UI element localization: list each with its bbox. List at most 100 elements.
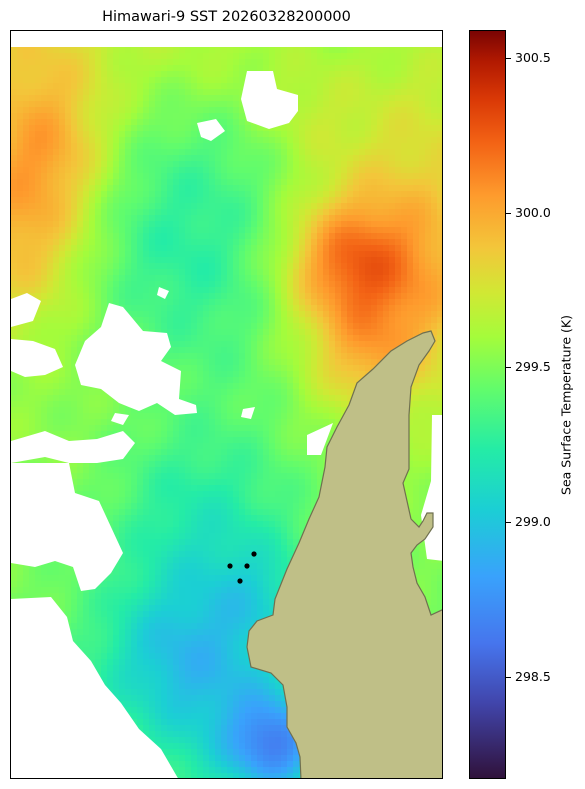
sst-cell [275, 419, 282, 426]
sst-cell [365, 329, 372, 336]
sst-cell [167, 323, 174, 330]
sst-cell [167, 209, 174, 216]
sst-cell [383, 233, 390, 240]
sst-cell [125, 293, 132, 300]
sst-cell [365, 299, 372, 306]
sst-cell [167, 293, 174, 300]
sst-cell [59, 257, 66, 264]
sst-cell [233, 65, 240, 72]
sst-cell [257, 47, 264, 54]
sst-cell [101, 191, 108, 198]
sst-cell [383, 281, 390, 288]
sst-cell [89, 167, 96, 174]
sst-cell [83, 281, 90, 288]
sst-cell [431, 155, 438, 162]
sst-cell [143, 425, 150, 432]
sst-cell [413, 431, 420, 438]
sst-cell [281, 263, 288, 270]
sst-cell [281, 185, 288, 192]
sst-cell [65, 167, 72, 174]
sst-cell [179, 161, 186, 168]
sst-cell [161, 95, 168, 102]
sst-cell [47, 407, 54, 414]
sst-cell [185, 191, 192, 198]
sst-cell [341, 113, 348, 120]
sst-cell [197, 395, 204, 402]
sst-cell [65, 131, 72, 138]
sst-cell [23, 413, 30, 420]
sst-cell [143, 263, 150, 270]
sst-cell [275, 287, 282, 294]
sst-cell [203, 149, 210, 156]
sst-cell [335, 389, 342, 396]
sst-cell [209, 437, 216, 444]
sst-cell [197, 305, 204, 312]
sst-cell [209, 113, 216, 120]
sst-cell [185, 269, 192, 276]
map-panel[interactable] [10, 30, 443, 779]
sst-cell [11, 83, 18, 90]
sst-cell [275, 347, 282, 354]
sst-cell [323, 215, 330, 222]
sst-cell [227, 431, 234, 438]
sst-cell [209, 107, 216, 114]
sst-cell [203, 89, 210, 96]
sst-cell [203, 215, 210, 222]
sst-cell [437, 227, 442, 234]
sst-cell [221, 239, 228, 246]
sst-cell [203, 329, 210, 336]
sst-cell [71, 125, 78, 132]
sst-cell [371, 143, 378, 150]
sst-cell [407, 89, 414, 96]
sst-cell [53, 47, 60, 54]
sst-cell [173, 311, 180, 318]
sst-cell [227, 341, 234, 348]
sst-cell [95, 59, 102, 66]
sst-cell [227, 119, 234, 126]
sst-cell [317, 389, 324, 396]
sst-cell [431, 311, 438, 318]
sst-cell [233, 449, 240, 456]
sst-cell [143, 323, 150, 330]
sst-cell [287, 83, 294, 90]
sst-cell [29, 431, 36, 438]
sst-cell [35, 407, 42, 414]
sst-cell [53, 371, 60, 378]
sst-cell [17, 71, 24, 78]
sst-cell [11, 401, 18, 408]
sst-cell [149, 233, 156, 240]
sst-cell [407, 293, 414, 300]
sst-cell [269, 377, 276, 384]
sst-cell [35, 131, 42, 138]
sst-cell [59, 263, 66, 270]
sst-cell [347, 89, 354, 96]
sst-cell [371, 227, 378, 234]
sst-cell [179, 317, 186, 324]
sst-cell [293, 317, 300, 324]
sst-cell [95, 233, 102, 240]
sst-cell [323, 263, 330, 270]
sst-cell [35, 71, 42, 78]
sst-cell [143, 215, 150, 222]
sst-cell [383, 155, 390, 162]
sst-cell [323, 389, 330, 396]
sst-cell [191, 215, 198, 222]
sst-cell [299, 395, 306, 402]
sst-cell [293, 263, 300, 270]
sst-cell [305, 137, 312, 144]
sst-cell [239, 299, 246, 306]
sst-cell [107, 233, 114, 240]
sst-cell [125, 419, 132, 426]
sst-cell [395, 233, 402, 240]
sst-cell [185, 125, 192, 132]
sst-cell [359, 275, 366, 282]
sst-cell [131, 125, 138, 132]
sst-cell [419, 185, 426, 192]
sst-cell [203, 203, 210, 210]
sst-cell [59, 185, 66, 192]
sst-cell [161, 317, 168, 324]
sst-cell [191, 365, 198, 372]
sst-cell [185, 137, 192, 144]
sst-cell [425, 437, 432, 444]
sst-cell [323, 395, 330, 402]
